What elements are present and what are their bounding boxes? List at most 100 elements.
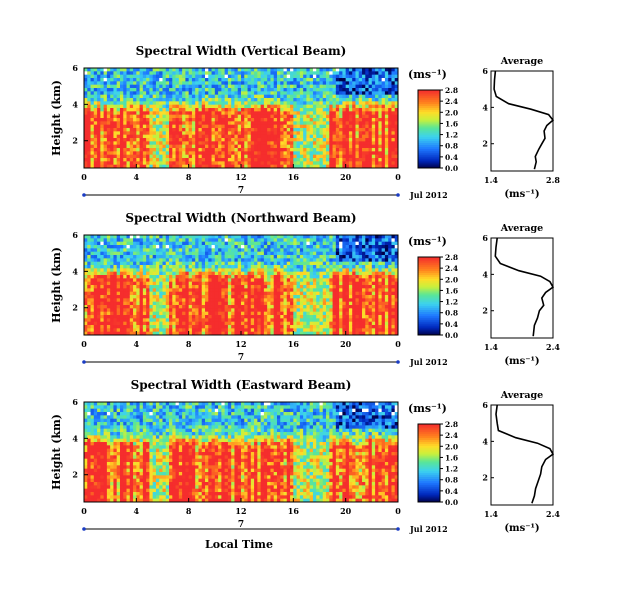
heatmap-cell — [136, 238, 140, 243]
heatmap-cell — [139, 154, 144, 159]
heatmap-cell — [198, 251, 203, 256]
heatmap-cell — [381, 148, 386, 152]
heatmap-cell — [136, 278, 140, 283]
heatmap-cell — [103, 261, 108, 266]
heatmap-cell — [381, 151, 386, 156]
heatmap-cell — [322, 68, 327, 72]
heatmap-cell — [218, 104, 222, 109]
heatmap-cell — [103, 301, 108, 306]
heatmap-cell — [299, 308, 304, 313]
heatmap-cell — [394, 131, 399, 136]
heatmap-cell — [84, 141, 88, 146]
heatmap-cell — [139, 131, 144, 136]
heatmap-cell — [303, 161, 307, 166]
heatmap-cell — [136, 301, 140, 306]
heatmap-cell — [103, 104, 108, 109]
colorbar-segment — [418, 166, 440, 169]
heatmap-cell — [263, 265, 268, 269]
heatmap-cell — [195, 271, 199, 276]
heatmap-cell — [365, 118, 369, 122]
heatmap-cell — [316, 88, 320, 92]
heatmap-cell — [152, 164, 157, 169]
heatmap-cell — [335, 101, 340, 106]
heatmap-cell — [172, 91, 176, 96]
heatmap-cell — [126, 98, 131, 102]
heatmap-cell — [319, 78, 324, 82]
heatmap-cell — [306, 154, 311, 159]
heatmap-cell — [286, 285, 291, 289]
heatmap-cell — [335, 88, 340, 92]
heatmap-cell — [90, 111, 95, 116]
heatmap-cell — [165, 98, 170, 102]
heatmap-cell — [224, 118, 229, 122]
heatmap-cell — [139, 151, 144, 156]
heatmap-cell — [169, 151, 173, 156]
heatmap-cell — [218, 71, 222, 76]
heatmap-cell — [358, 111, 363, 116]
heatmap-cell — [241, 248, 245, 253]
heatmap-cell — [139, 285, 144, 289]
heatmap-cell — [113, 255, 118, 259]
heatmap-cell — [231, 278, 235, 283]
heatmap-cell — [100, 84, 105, 89]
heatmap-cell — [391, 91, 396, 96]
heatmap-cell — [201, 111, 206, 116]
heatmap-cell — [322, 138, 327, 142]
heatmap-cell — [263, 245, 268, 249]
heatmap-cell — [133, 98, 137, 102]
heatmap-cell — [149, 268, 154, 273]
heatmap-cell — [234, 311, 239, 316]
heatmap-cell — [375, 81, 379, 86]
heatmap-cell — [214, 68, 219, 72]
heatmap-cell — [267, 271, 271, 276]
heatmap-cell — [283, 275, 288, 279]
heatmap-cell — [280, 104, 284, 109]
heatmap-cell — [378, 74, 383, 79]
heatmap-cell — [198, 141, 203, 146]
heatmap-cell — [332, 111, 337, 116]
heatmap-cell — [381, 144, 386, 149]
heatmap-cell — [319, 148, 324, 152]
heatmap-cell — [270, 278, 275, 283]
heatmap-cell — [84, 121, 88, 126]
heatmap-cell — [90, 84, 95, 89]
heatmap-cell — [133, 148, 137, 152]
heatmap-cell — [332, 81, 337, 86]
heatmap-cell — [257, 91, 262, 96]
heatmap-cell — [257, 84, 262, 89]
heatmap-cell — [119, 88, 124, 92]
heatmap-cell — [172, 151, 176, 156]
heatmap-cell — [175, 301, 180, 306]
heatmap-cell — [182, 248, 186, 253]
heatmap-cell — [142, 128, 147, 132]
heatmap-cell — [90, 291, 95, 296]
heatmap-cell — [283, 81, 288, 86]
heatmap-cell — [296, 151, 301, 156]
heatmap-cell — [260, 321, 265, 326]
heatmap-cell — [165, 331, 170, 336]
heatmap-cell — [218, 114, 222, 119]
heatmap-cell — [296, 315, 301, 319]
heatmap-cell — [100, 298, 105, 303]
heatmap-cell — [159, 301, 163, 306]
heatmap-cell — [136, 245, 140, 249]
heatmap-cell — [368, 158, 373, 162]
heatmap-cell — [191, 258, 196, 263]
heatmap-cell — [129, 291, 134, 296]
heatmap-cell — [129, 124, 134, 129]
heatmap-cell — [90, 164, 95, 169]
heatmap-cell — [182, 141, 186, 146]
heatmap-cell — [103, 278, 108, 283]
heatmap-cell — [263, 281, 268, 286]
heatmap-cell — [221, 235, 226, 239]
heatmap-cell — [103, 298, 108, 303]
heatmap-cell — [224, 261, 229, 266]
heatmap-cell — [299, 151, 304, 156]
heatmap-cell — [208, 104, 212, 109]
heatmap-cell — [97, 315, 101, 319]
heatmap-cell — [103, 255, 108, 259]
heatmap-cell — [211, 154, 216, 159]
heatmap-cell — [290, 238, 294, 243]
heatmap-cell — [103, 148, 108, 152]
heatmap-cell — [113, 101, 118, 106]
